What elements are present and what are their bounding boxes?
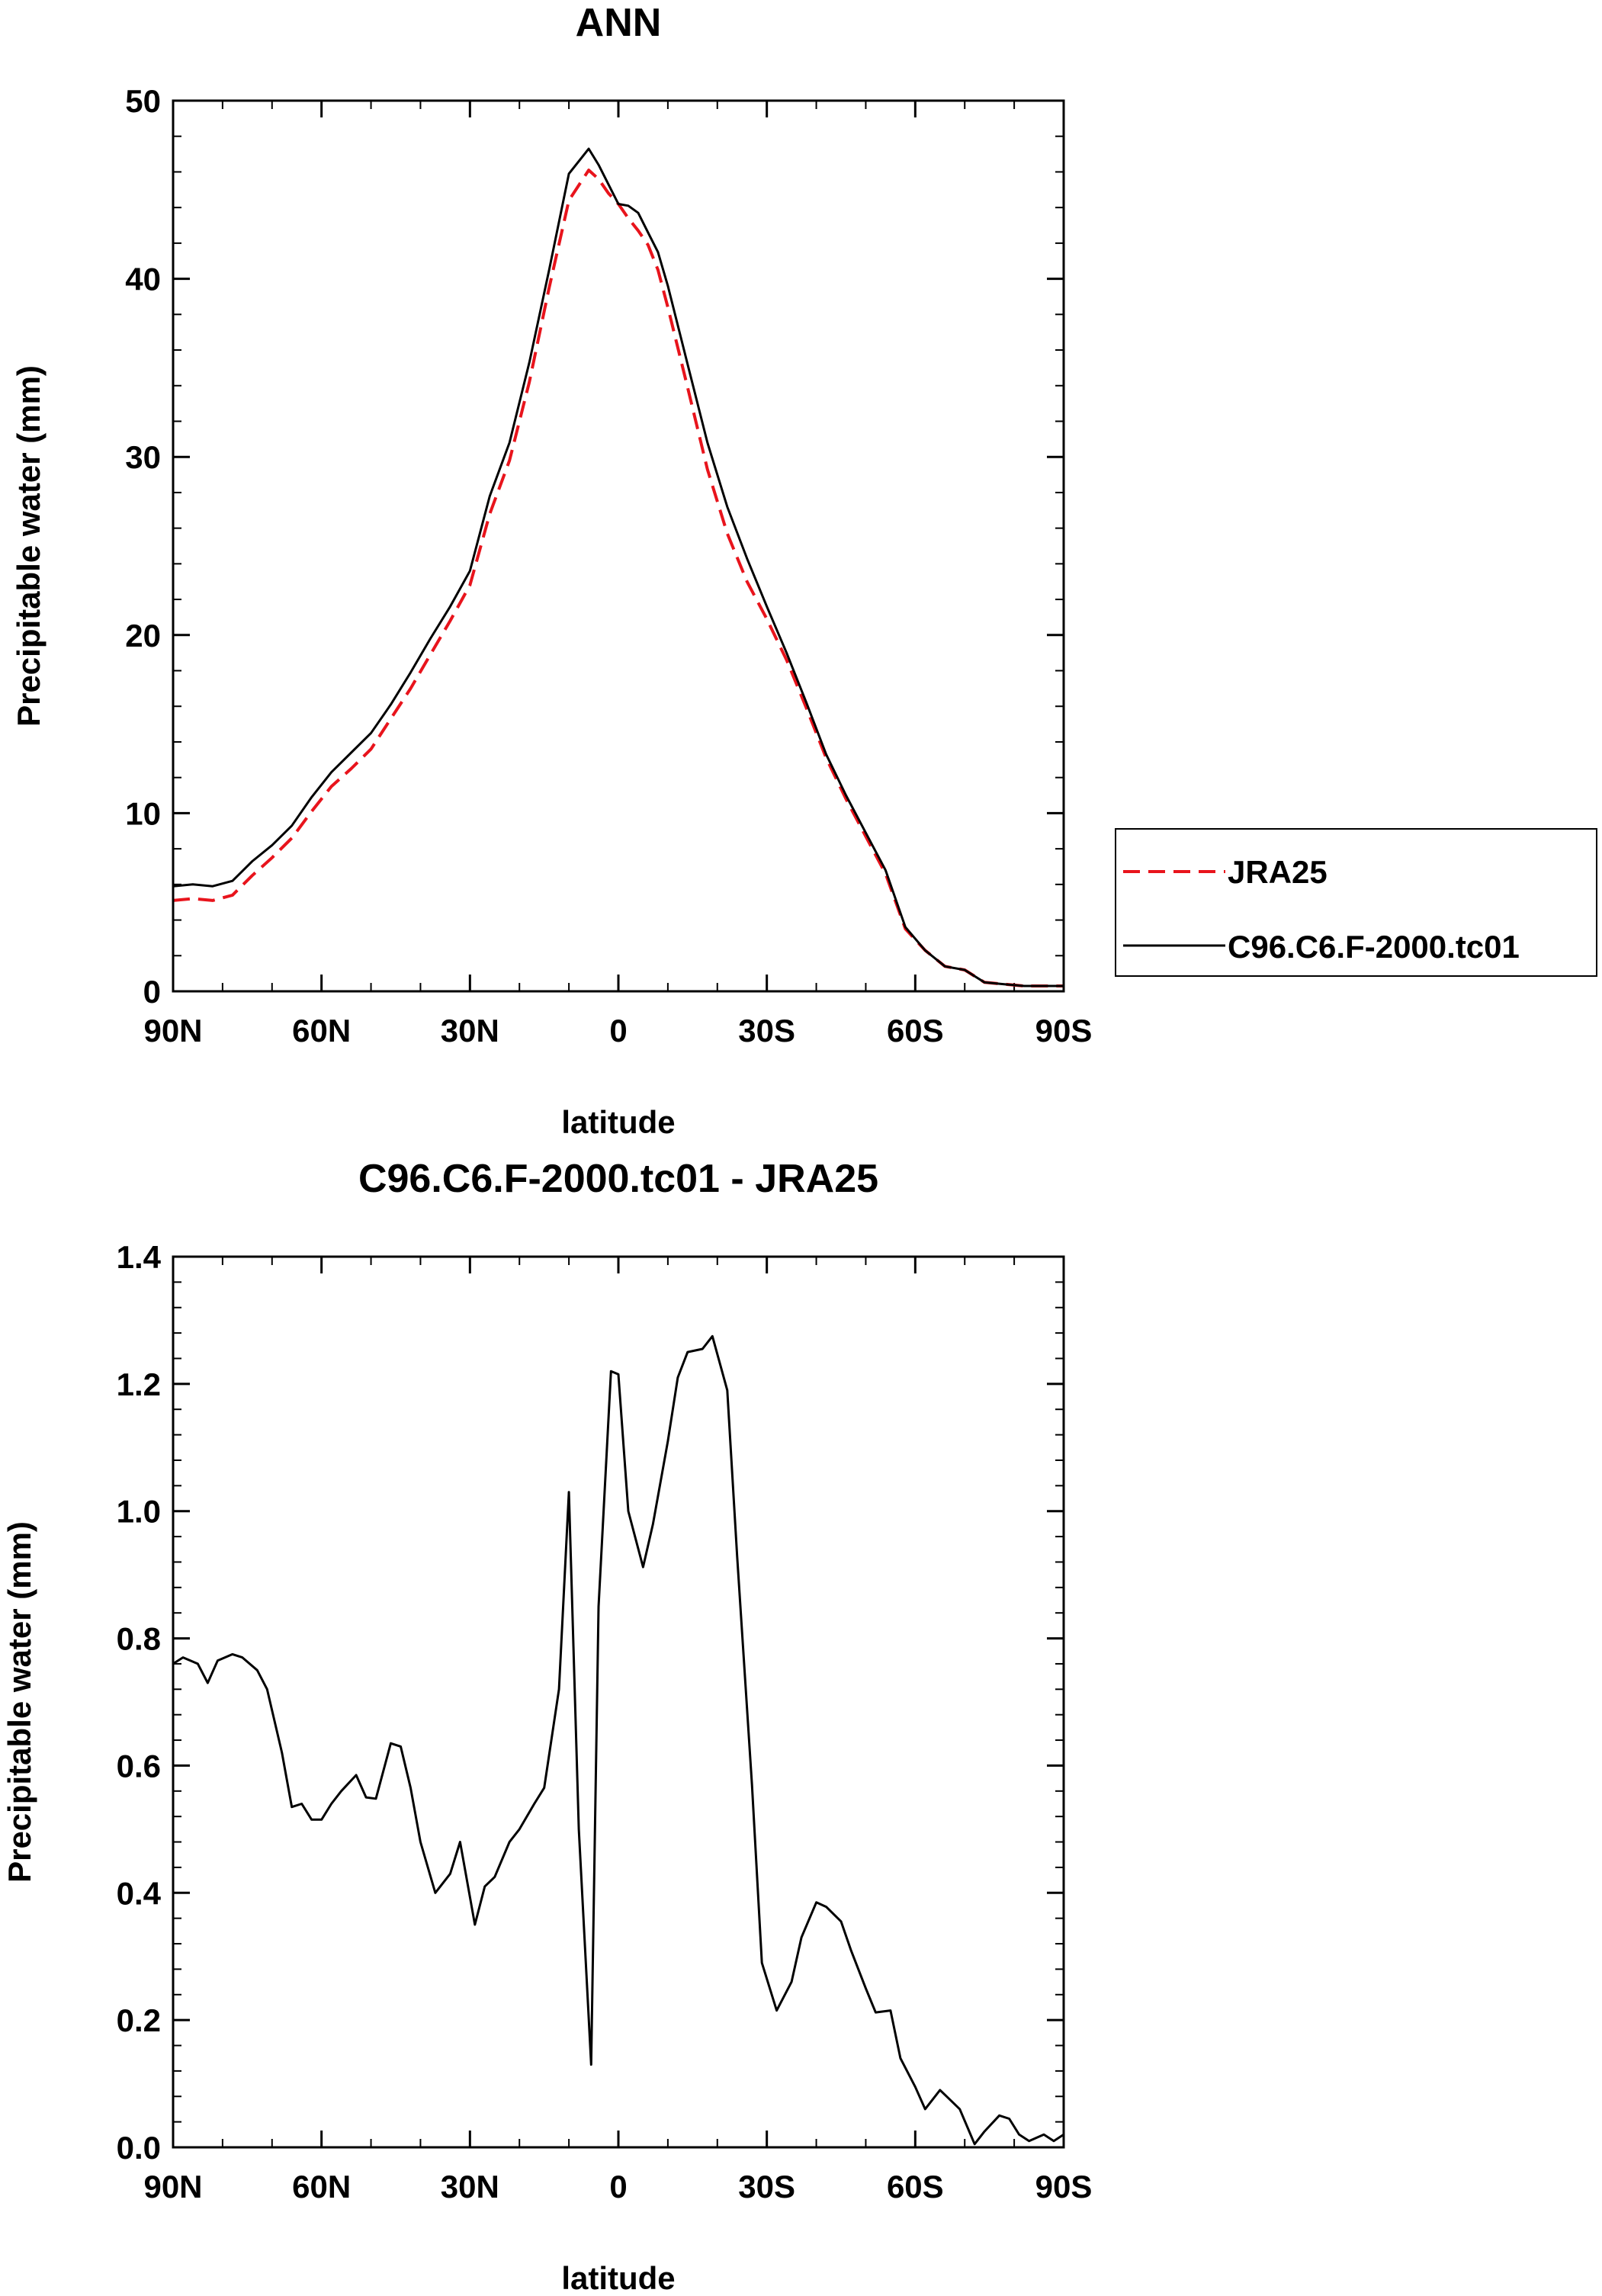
top-chart-series bbox=[172, 147, 1064, 987]
bottom-xtick-label: 90S bbox=[1035, 2169, 1093, 2204]
bottom-ytick-label: 0.2 bbox=[117, 2002, 161, 2038]
top-chart-xlabel: latitude bbox=[561, 1104, 675, 1140]
top-ytick-label: 50 bbox=[125, 83, 161, 119]
top-chart-tick-labels: 0 10 20 30 40 50 90N 60N 30N 0 30S 60S 90S bbox=[125, 83, 1092, 1048]
legend-label-c96: C96.C6.F-2000.tc01 bbox=[1228, 929, 1520, 965]
top-ytick-label: 10 bbox=[125, 795, 161, 831]
top-xtick-label: 60N bbox=[292, 1013, 351, 1048]
top-chart-legend: JRA25 C96.C6.F-2000.tc01 bbox=[1115, 828, 1597, 977]
bottom-chart-panel: C96.C6.F-2000.tc01 - JRA25 0.00.20.40.60… bbox=[2, 1157, 1092, 2296]
bottom-chart-xlabel: latitude bbox=[561, 2260, 675, 2296]
bottom-xtick-label: 60N bbox=[292, 2169, 351, 2204]
top-chart-frame bbox=[172, 99, 1065, 993]
top-series-c96-c6-f-2000-tc01 bbox=[172, 147, 1064, 987]
top-chart-panel: ANN 0 10 20 30 40 50 90N 60N 30N 0 30S 60S 90S latit… bbox=[11, 1, 1597, 1140]
bottom-xtick-label: 0 bbox=[609, 2169, 627, 2204]
bottom-ytick-label: 0.4 bbox=[117, 1875, 162, 1911]
legend-label-jra25: JRA25 bbox=[1228, 854, 1328, 890]
bottom-chart-series bbox=[172, 1334, 1064, 2146]
top-chart-ticks bbox=[172, 99, 1065, 993]
top-ytick-label: 20 bbox=[125, 618, 161, 653]
top-ytick-label: 0 bbox=[143, 974, 161, 1010]
bottom-xtick-label: 30S bbox=[738, 2169, 795, 2204]
top-chart-title: ANN bbox=[576, 1, 662, 45]
top-xtick-label: 0 bbox=[609, 1013, 627, 1048]
bottom-ytick-label: 1.0 bbox=[117, 1494, 161, 1530]
top-ytick-label: 40 bbox=[125, 262, 161, 297]
bottom-series-c96-c6-f-2000-tc01-jra25 bbox=[172, 1334, 1064, 2146]
bottom-ytick-label: 0.6 bbox=[117, 1748, 161, 1784]
top-xtick-label: 90N bbox=[143, 1013, 202, 1048]
bottom-chart-title: C96.C6.F-2000.tc01 - JRA25 bbox=[358, 1157, 878, 1201]
bottom-xtick-label: 90N bbox=[143, 2169, 202, 2204]
bottom-ytick-label: 1.4 bbox=[117, 1239, 162, 1275]
bottom-ytick-label: 0.0 bbox=[117, 2130, 161, 2166]
bottom-ytick-label: 1.2 bbox=[117, 1366, 161, 1402]
top-xtick-label: 30N bbox=[441, 1013, 499, 1048]
bottom-chart-frame bbox=[172, 1255, 1065, 2149]
top-chart-ylabel: Precipitable water (mm) bbox=[11, 365, 47, 727]
top-series-jra25 bbox=[172, 169, 1064, 987]
top-ytick-label: 30 bbox=[125, 439, 161, 475]
legend-box bbox=[1115, 828, 1597, 977]
top-xtick-label: 30S bbox=[738, 1013, 795, 1048]
bottom-chart-ticks bbox=[172, 1255, 1065, 2149]
bottom-xtick-label: 30N bbox=[441, 2169, 499, 2204]
top-xtick-label: 90S bbox=[1035, 1013, 1093, 1048]
bottom-ytick-label: 0.8 bbox=[117, 1621, 161, 1657]
bottom-xtick-label: 60S bbox=[887, 2169, 944, 2204]
bottom-chart-tick-labels: 0.0 0.2 0.4 0.6 0.8 1.0 1.2 1.4 90N 60N 30N 0 30S 60S… bbox=[117, 1239, 1093, 2204]
top-xtick-label: 60S bbox=[887, 1013, 944, 1048]
bottom-chart-ylabel: Precipitable water (mm) bbox=[2, 1521, 37, 1883]
